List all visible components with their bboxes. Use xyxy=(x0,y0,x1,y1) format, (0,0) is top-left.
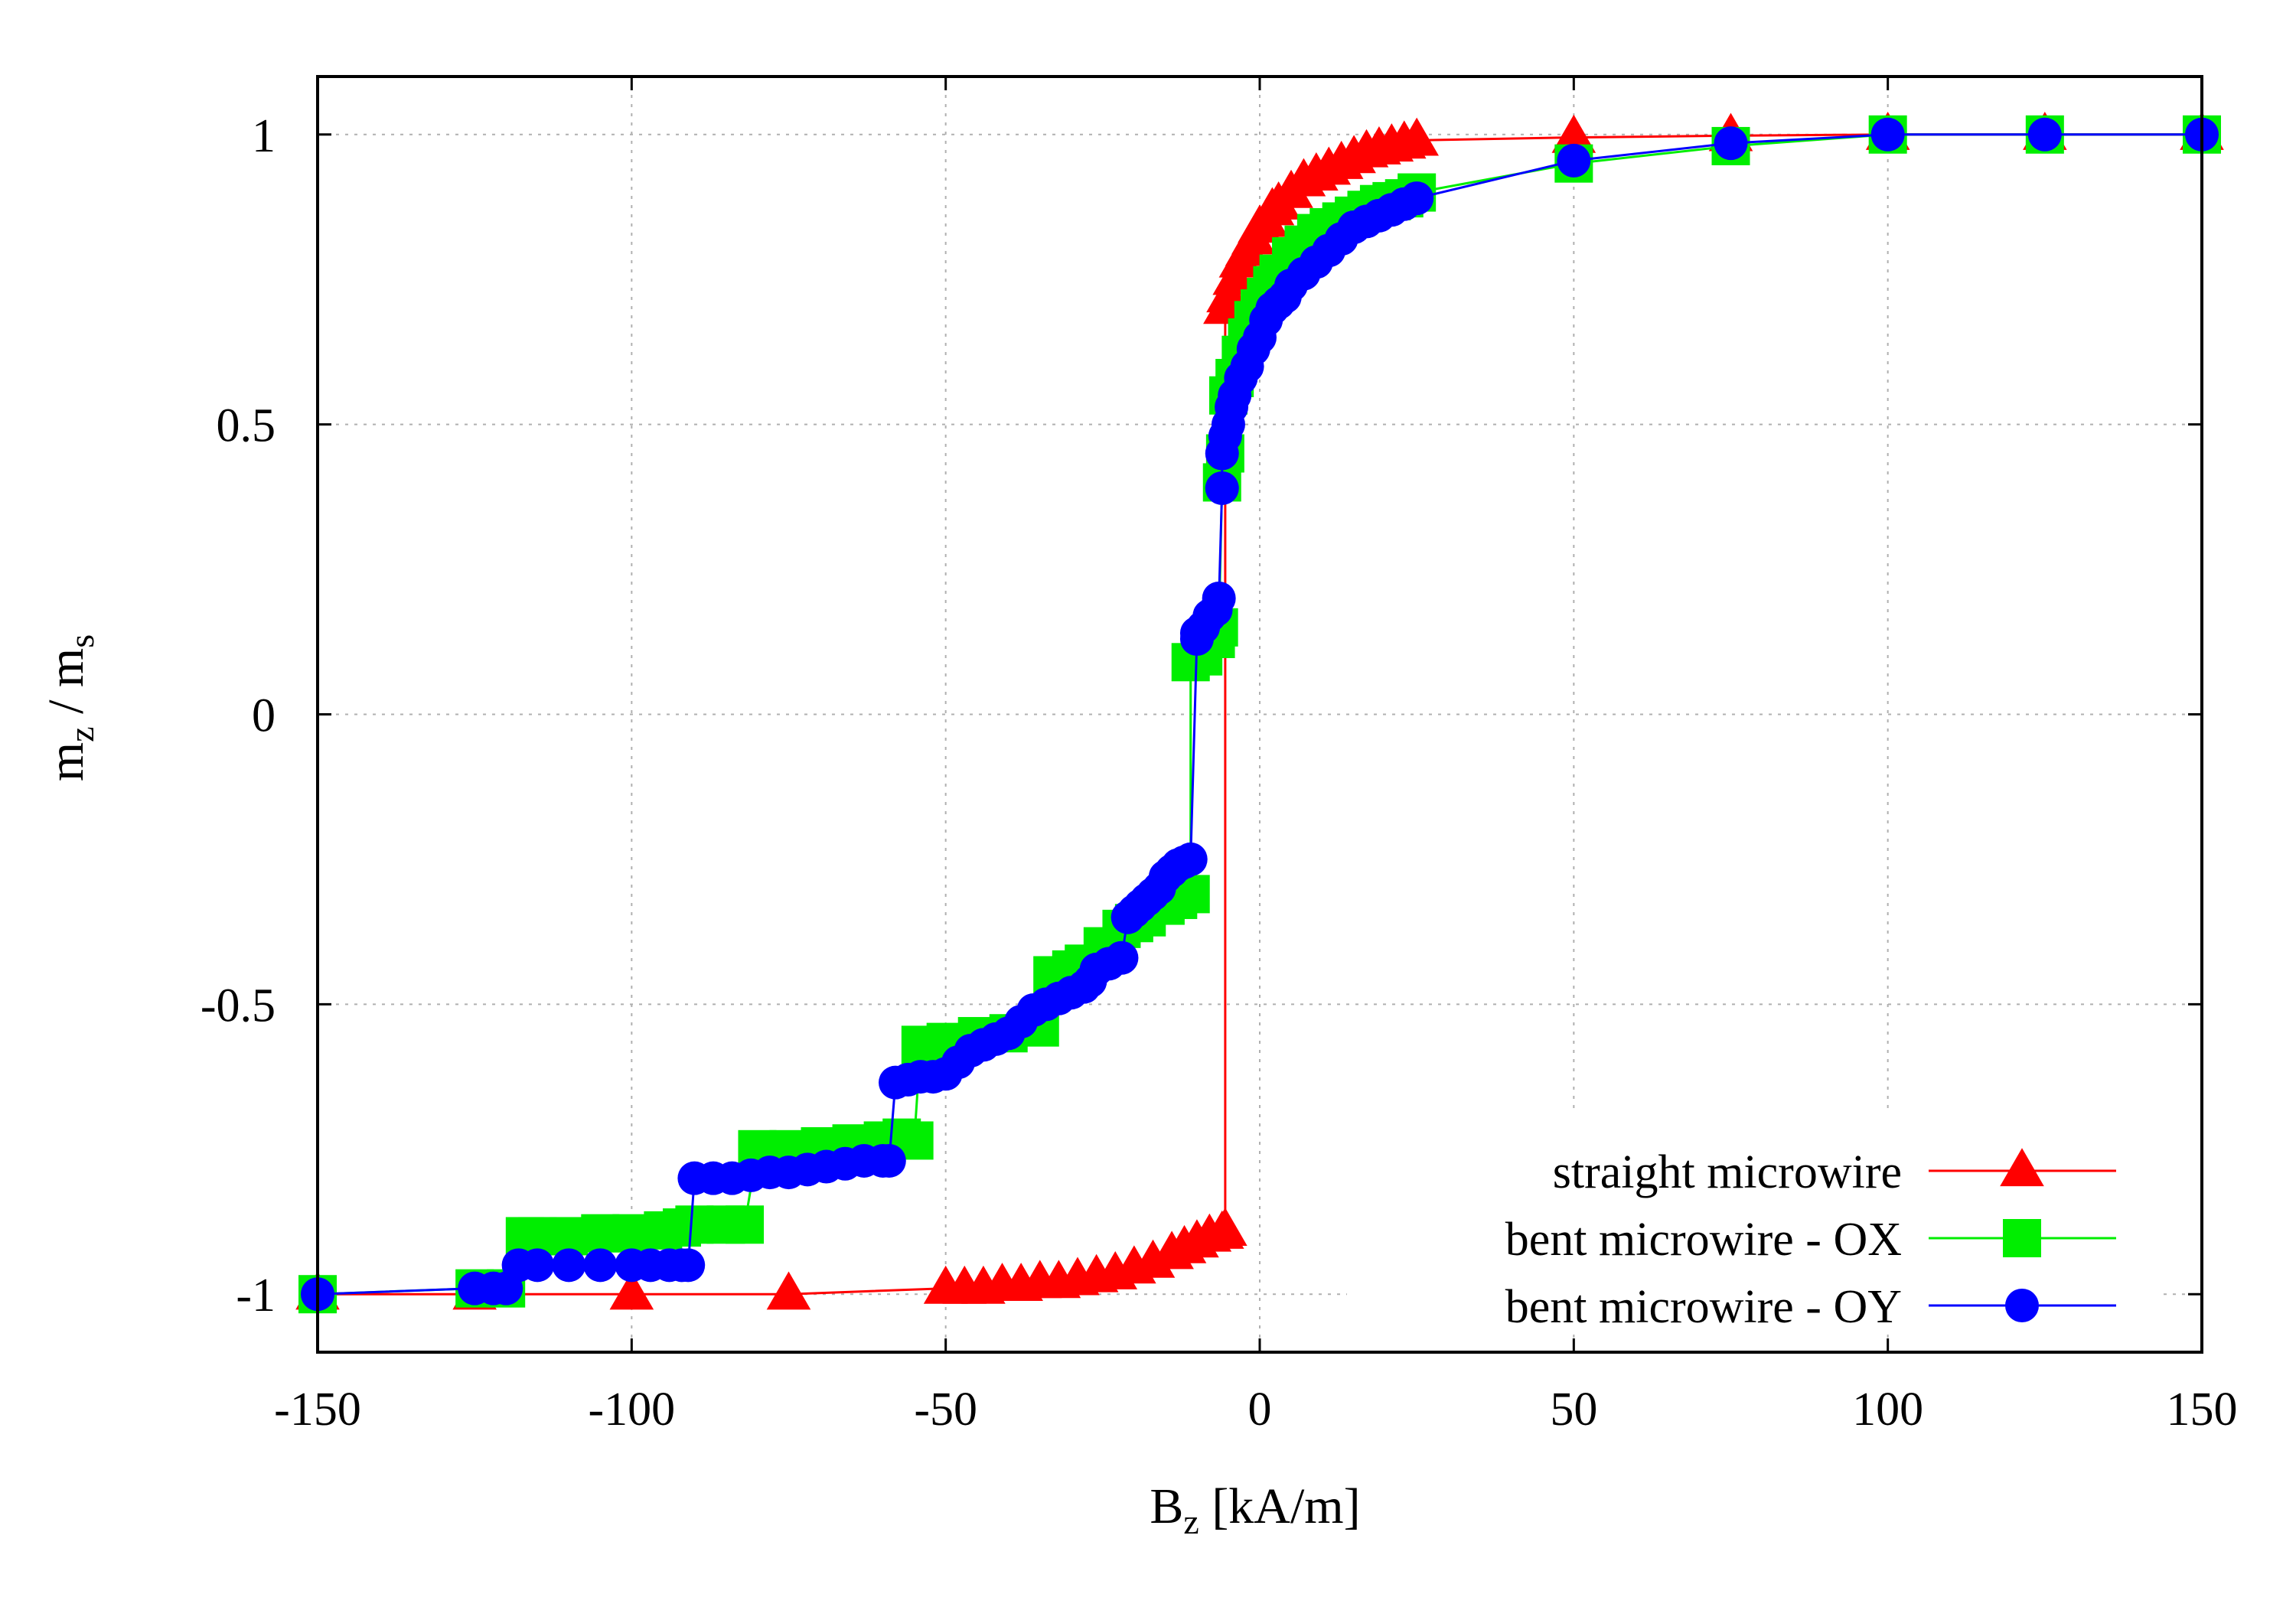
data-point xyxy=(1394,117,1439,156)
x-tick-label: -150 xyxy=(274,1384,361,1436)
plot-series xyxy=(295,112,2224,1314)
data-point xyxy=(1714,126,1748,161)
x-tick-label: 150 xyxy=(2167,1384,2238,1436)
legend-label: bent microwire - OX xyxy=(1505,1214,1902,1266)
y-axis-title: mz / ms xyxy=(38,634,101,781)
x-tick-label: -100 xyxy=(589,1384,676,1436)
plot-frame xyxy=(316,75,2203,1354)
legend-marker xyxy=(2000,1148,2044,1187)
y-tick-label: -0.5 xyxy=(201,980,276,1032)
data-point xyxy=(1202,581,1236,615)
tick-labels: -150 -100 -50 0 50 100 150 -1 -0.5 0 0.5 1 xyxy=(201,110,2238,1436)
data-point xyxy=(609,1271,654,1310)
x-tick-label: 0 xyxy=(1248,1384,1272,1436)
x-axis-title-rest: [kA/m] xyxy=(1199,1478,1361,1534)
data-point xyxy=(1205,471,1239,505)
y-axis-title-m: m xyxy=(38,742,94,781)
x-axis-title-main: B xyxy=(1150,1478,1183,1534)
x-axis-title-sub: z xyxy=(1183,1502,1199,1541)
data-point xyxy=(671,1248,706,1283)
y-axis-title-sub-z: z xyxy=(62,726,101,742)
data-point xyxy=(1104,940,1139,975)
data-point xyxy=(2027,117,2062,152)
data-point xyxy=(1870,117,1905,152)
data-point xyxy=(872,1143,906,1178)
legend-marker xyxy=(2003,1219,2041,1257)
data-point xyxy=(766,1271,811,1310)
y-tick-label: 0 xyxy=(252,690,276,742)
y-axis-title-mid: / m xyxy=(38,648,94,727)
x-tick-label: 50 xyxy=(1550,1384,1597,1436)
y-tick-label: 1 xyxy=(252,110,276,162)
data-point xyxy=(1400,181,1434,216)
y-tick-label: 0.5 xyxy=(217,400,276,452)
data-point xyxy=(1203,1208,1247,1247)
data-point xyxy=(520,1248,555,1283)
x-tick-label: 100 xyxy=(1852,1384,1923,1436)
legend-marker xyxy=(2005,1289,2039,1322)
y-tick-label: -1 xyxy=(236,1270,276,1322)
x-axis-title: Bz [kA/m] xyxy=(1150,1478,1360,1541)
data-point xyxy=(726,1205,765,1244)
data-point xyxy=(1173,842,1208,876)
data-point xyxy=(583,1248,618,1283)
legend-label: straight microwire xyxy=(1553,1146,1902,1198)
data-point xyxy=(552,1248,586,1283)
data-point xyxy=(1551,114,1596,153)
series-3 xyxy=(301,117,2219,1312)
legend-label: bent microwire - OY xyxy=(1505,1281,1902,1333)
x-tick-label: -50 xyxy=(914,1384,977,1436)
data-point xyxy=(1557,143,1591,178)
y-axis-title-sub-s: s xyxy=(62,634,101,648)
legend: straight microwire bent microwire - OX ben… xyxy=(1347,1110,2158,1333)
